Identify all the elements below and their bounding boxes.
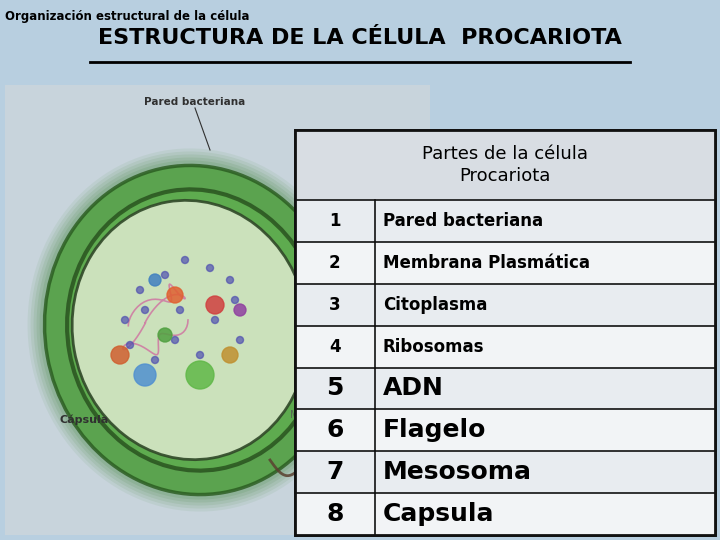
- Circle shape: [149, 274, 161, 286]
- Ellipse shape: [67, 190, 323, 471]
- Circle shape: [167, 287, 183, 303]
- Text: 3: 3: [329, 296, 341, 314]
- Text: Flagelo: Flagelo: [383, 418, 486, 442]
- Text: Mesosoma: Mesosoma: [383, 460, 532, 484]
- Ellipse shape: [27, 148, 362, 511]
- FancyBboxPatch shape: [295, 130, 715, 200]
- Text: 7: 7: [326, 460, 343, 484]
- Circle shape: [171, 336, 179, 343]
- Circle shape: [137, 287, 143, 294]
- Circle shape: [158, 328, 172, 342]
- Text: Membrana plasmática: Membrana plasmática: [340, 160, 462, 170]
- Text: Mesosoma: Mesosoma: [290, 410, 342, 420]
- Circle shape: [197, 352, 204, 359]
- FancyBboxPatch shape: [295, 493, 715, 535]
- Text: Pared bacteriana: Pared bacteriana: [383, 212, 543, 230]
- Text: ADN: ADN: [355, 335, 380, 345]
- FancyBboxPatch shape: [295, 326, 715, 368]
- Circle shape: [186, 361, 214, 389]
- Circle shape: [176, 307, 184, 314]
- FancyBboxPatch shape: [295, 242, 715, 284]
- Circle shape: [232, 296, 238, 303]
- Circle shape: [222, 347, 238, 363]
- Text: ADN: ADN: [383, 376, 444, 401]
- Text: 8: 8: [326, 502, 343, 526]
- Circle shape: [142, 307, 148, 314]
- Ellipse shape: [72, 200, 308, 460]
- Circle shape: [127, 341, 133, 348]
- Circle shape: [161, 272, 168, 279]
- Circle shape: [212, 316, 218, 323]
- Circle shape: [122, 316, 128, 323]
- Text: 1: 1: [329, 212, 341, 230]
- Ellipse shape: [40, 160, 351, 500]
- Circle shape: [206, 296, 224, 314]
- Circle shape: [111, 346, 129, 364]
- Text: Membrana Plasmática: Membrana Plasmática: [383, 254, 590, 272]
- Text: Ribosomas: Ribosomas: [383, 338, 485, 355]
- Text: 2: 2: [329, 254, 341, 272]
- Ellipse shape: [30, 151, 359, 509]
- FancyBboxPatch shape: [295, 130, 715, 535]
- Circle shape: [134, 364, 156, 386]
- Text: Citoplasma: Citoplasma: [383, 296, 487, 314]
- Circle shape: [236, 336, 243, 343]
- Circle shape: [151, 356, 158, 363]
- Text: Partes de la célula
Procariota: Partes de la célula Procariota: [422, 145, 588, 185]
- Text: Capsula: Capsula: [383, 502, 495, 526]
- Ellipse shape: [37, 158, 354, 503]
- Text: Pared bacteriana: Pared bacteriana: [145, 97, 246, 107]
- Ellipse shape: [34, 154, 356, 505]
- Text: 6: 6: [326, 418, 343, 442]
- FancyBboxPatch shape: [295, 368, 715, 409]
- Circle shape: [181, 256, 189, 264]
- Text: 5: 5: [326, 376, 343, 401]
- Circle shape: [207, 265, 214, 272]
- Text: Cápsula: Cápsula: [60, 415, 109, 426]
- FancyBboxPatch shape: [295, 200, 715, 242]
- FancyBboxPatch shape: [295, 409, 715, 451]
- Text: Citoplasma: Citoplasma: [310, 205, 372, 215]
- Circle shape: [234, 304, 246, 316]
- Text: Flagelo: Flagelo: [390, 455, 428, 465]
- Text: ESTRUCTURA DE LA CÉLULA  PROCARIOTA: ESTRUCTURA DE LA CÉLULA PROCARIOTA: [98, 28, 622, 48]
- Ellipse shape: [45, 165, 346, 495]
- Text: Organización estructural de la célula: Organización estructural de la célula: [5, 10, 250, 23]
- FancyBboxPatch shape: [295, 284, 715, 326]
- Text: 4: 4: [329, 338, 341, 355]
- FancyBboxPatch shape: [295, 451, 715, 493]
- FancyBboxPatch shape: [5, 85, 430, 535]
- Circle shape: [227, 276, 233, 284]
